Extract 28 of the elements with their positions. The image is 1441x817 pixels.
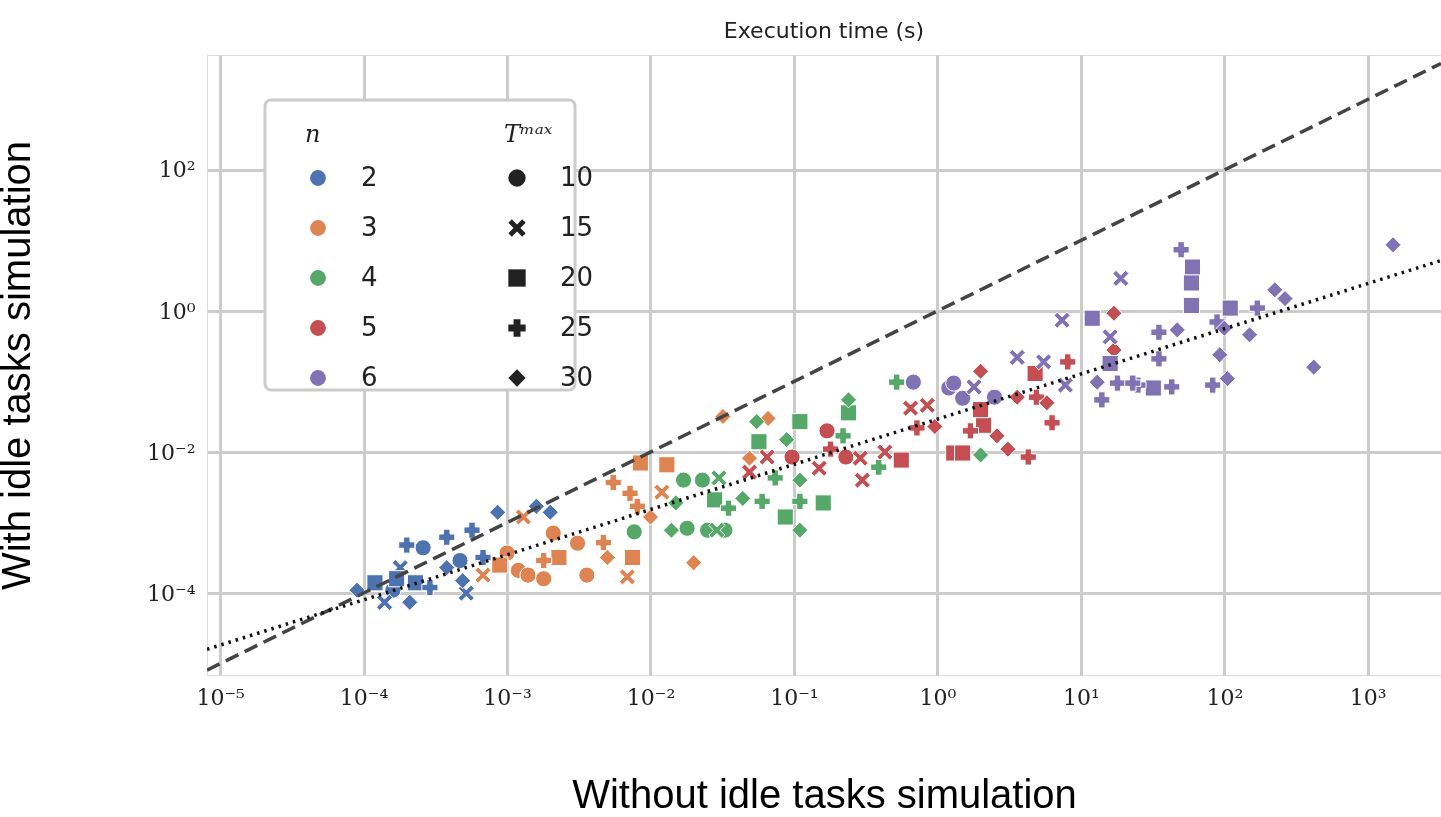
y-tick-label: 10⁻² (147, 439, 196, 465)
y-tick-label: 10⁻⁴ (147, 580, 196, 606)
x-tick-label: 10¹ (1062, 684, 1100, 710)
y-tick-label: 10² (158, 157, 196, 183)
y-axis-title: With idle tasks simulation (0, 140, 38, 591)
x-tick-label: 10⁻³ (483, 684, 532, 710)
y-tick-label: 10⁰ (158, 298, 196, 324)
x-tick-label: 10⁻¹ (770, 684, 819, 710)
x-tick-label: 10⁻² (626, 684, 676, 710)
x-tick-label: 10⁻⁵ (196, 684, 245, 710)
legend-label: 3 (361, 212, 378, 242)
x-tick-label: 10⁰ (919, 684, 957, 710)
text: n (305, 120, 321, 148)
x-tick-label: 10² (1206, 684, 1244, 710)
legend-label: 2 (361, 162, 378, 192)
legend-label: 6 (361, 362, 378, 392)
text: Tᵐᵃˣ (504, 120, 553, 148)
chart-title: Execution time (s) (723, 18, 925, 43)
x-tick-label: 10³ (1349, 684, 1387, 710)
legend-label: 5 (361, 312, 378, 342)
legend-label: 30 (560, 362, 594, 392)
legend-label: 10 (560, 162, 594, 192)
legend-label: 25 (560, 312, 594, 342)
legend-label: 15 (560, 212, 594, 242)
legend-label: 20 (560, 262, 594, 292)
legend-label: 4 (361, 262, 378, 292)
x-axis-title: Without idle tasks simulation (572, 771, 1077, 816)
x-tick-label: 10⁻⁴ (339, 684, 389, 710)
